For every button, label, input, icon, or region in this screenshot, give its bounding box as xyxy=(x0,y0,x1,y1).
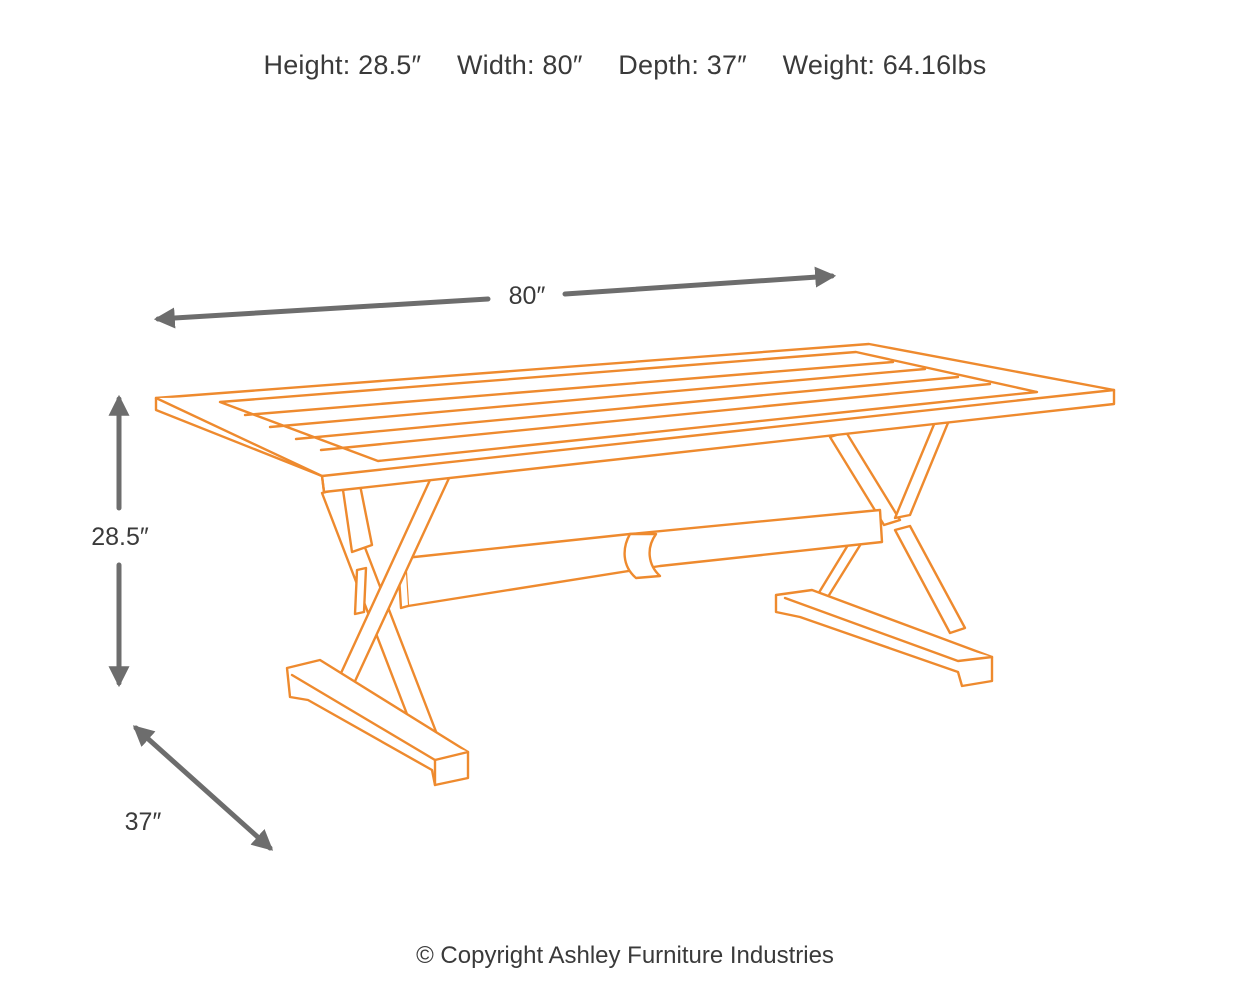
dimension-arrows xyxy=(108,266,837,851)
copyright-notice: © Copyright Ashley Furniture Industries xyxy=(416,942,834,969)
table-top xyxy=(154,342,1116,494)
spec-depth: Depth: 37″ xyxy=(618,50,747,80)
spec-width: Width: 80″ xyxy=(456,50,583,80)
spec-weight: Weight: 64.16lbs xyxy=(782,50,987,80)
depth-dimension-label: 37″ xyxy=(125,808,162,836)
right-trestle xyxy=(774,416,994,688)
spec-height: Height: 28.5″ xyxy=(263,50,422,80)
width-dimension-label: 80″ xyxy=(509,282,546,310)
width-arrow-right xyxy=(562,266,837,297)
left-trestle xyxy=(285,474,470,787)
width-arrow-left xyxy=(153,296,491,329)
specs-line: Height: 28.5″ Width: 80″ Depth: 37″ Weig… xyxy=(0,50,1250,81)
table-outline xyxy=(154,342,1116,787)
height-dimension-label: 28.5″ xyxy=(91,523,149,551)
depth-arrow xyxy=(132,725,274,851)
